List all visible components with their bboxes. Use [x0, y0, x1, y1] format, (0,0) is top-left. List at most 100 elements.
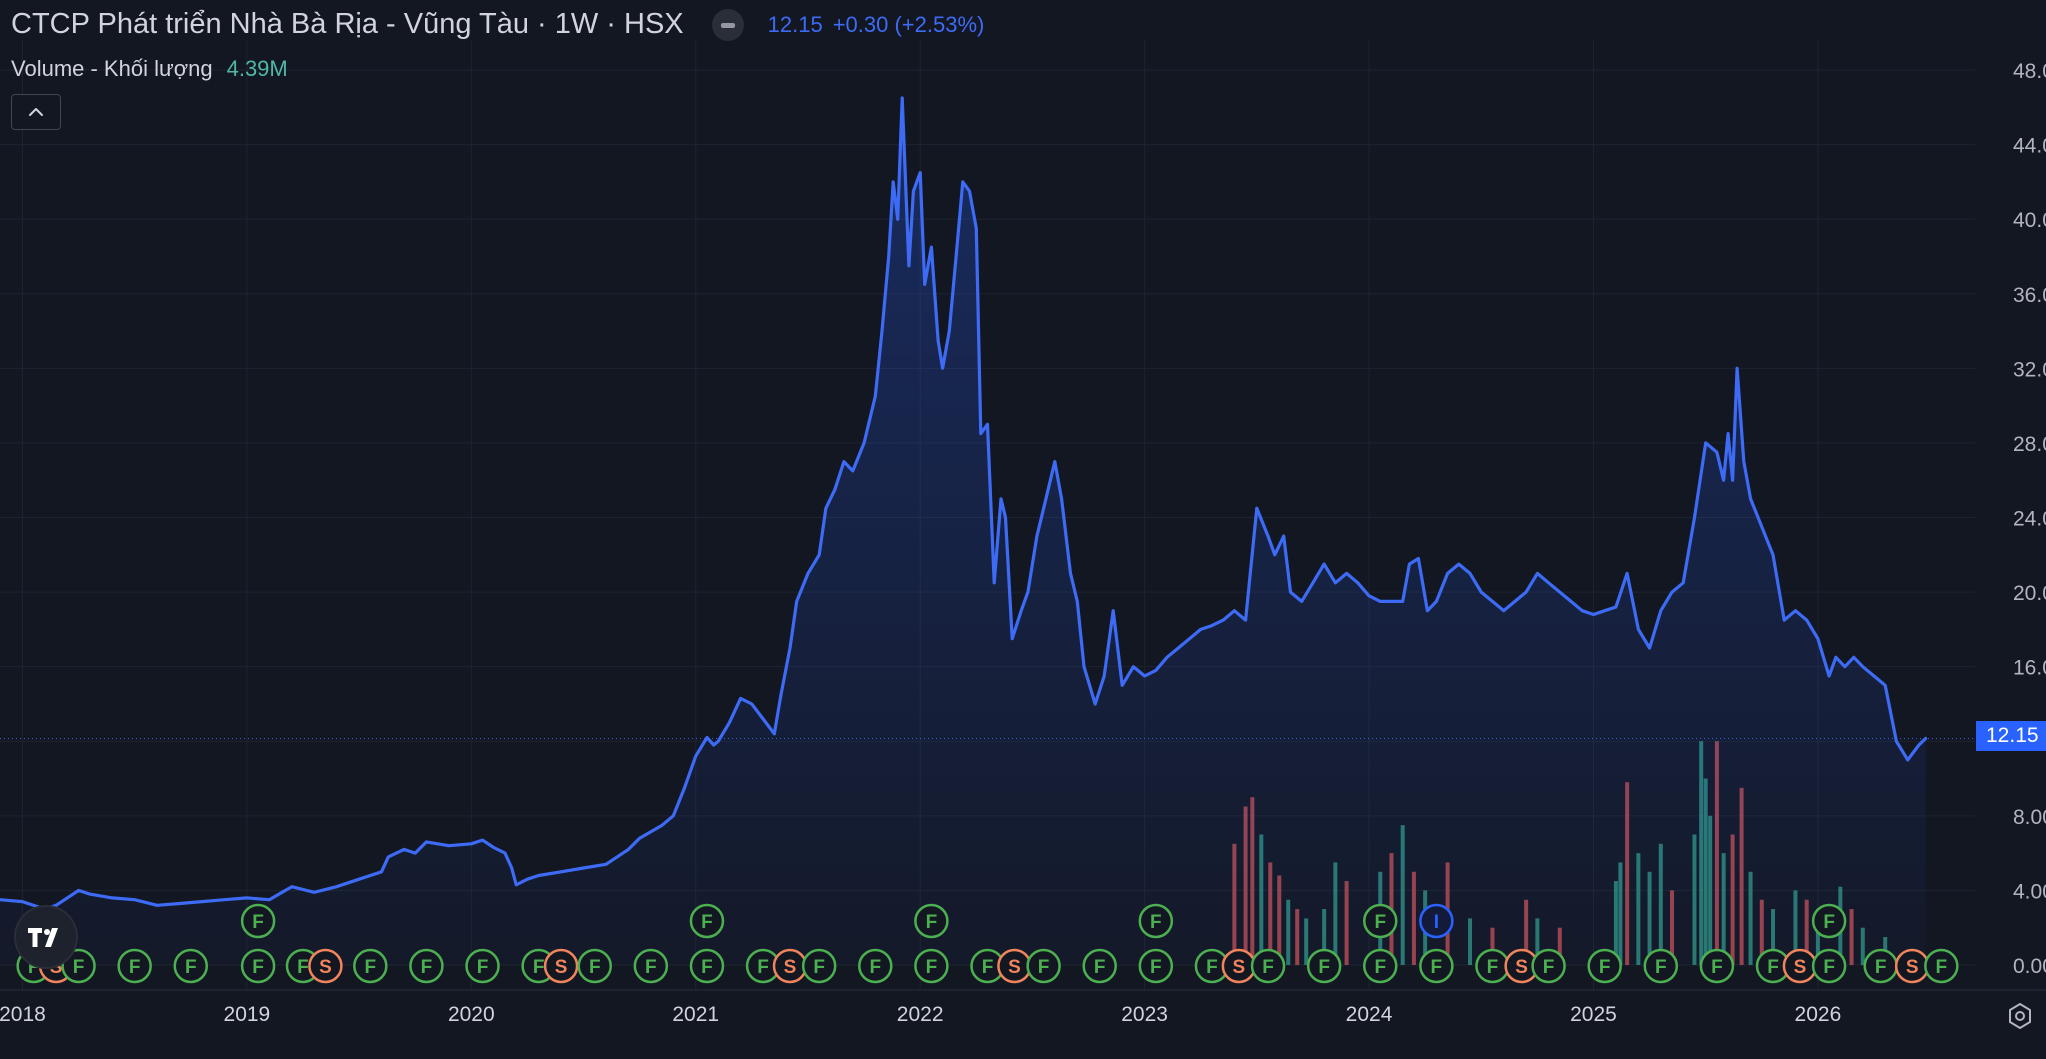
- event-label: F: [1318, 957, 1330, 978]
- event-label: S: [1906, 957, 1919, 978]
- hide-series-icon[interactable]: [711, 8, 744, 41]
- symbol-legend: CTCP Phát triển Nhà Bà Rịa - Vũng Tàu · …: [11, 8, 984, 41]
- event-circle: [858, 948, 893, 984]
- event-label: F: [1374, 912, 1386, 933]
- event-markers[interactable]: F S F F F FFF S F F F F S F F FFF S F F FFF S F F FFF S F F FF IF F S…: [16, 903, 1959, 984]
- event-label: F: [1936, 957, 1948, 978]
- event-marker-earnings[interactable]: F: [914, 948, 949, 984]
- volume-value: 4.39M: [226, 56, 288, 81]
- event-marker-earnings[interactable]: F: [1082, 948, 1117, 984]
- y-tick-label: 44.00: [2013, 135, 2046, 158]
- gear-icon: [2009, 1003, 2031, 1029]
- event-marker-earnings[interactable]: F: [117, 948, 152, 984]
- event-marker-split[interactable]: S: [308, 948, 343, 984]
- collapse-legend-button[interactable]: [11, 94, 61, 130]
- event-marker-earnings[interactable]: F: [1419, 948, 1454, 984]
- event-marker-earnings[interactable]: F: [1138, 948, 1174, 984]
- event-marker-earnings[interactable]: F: [1531, 948, 1566, 984]
- event-marker-earnings[interactable]: F: [1811, 903, 1847, 939]
- event-marker-earnings[interactable]: F: [173, 948, 209, 984]
- event-label: F: [982, 957, 994, 978]
- event-marker-earnings[interactable]: F: [633, 948, 669, 984]
- event-label: F: [477, 957, 489, 978]
- event-marker-earnings[interactable]: F: [1138, 903, 1174, 939]
- event-label: S: [1794, 957, 1807, 978]
- event-marker-earnings[interactable]: F: [689, 948, 725, 984]
- event-marker-earnings[interactable]: F: [1363, 903, 1398, 939]
- event-label: F: [813, 957, 825, 978]
- event-label: F: [926, 912, 938, 933]
- event-marker-earnings[interactable]: F: [61, 948, 96, 984]
- y-tick-label: 8.00: [2013, 806, 2046, 829]
- event-circle: [1643, 948, 1679, 984]
- event-label: F: [1487, 957, 1499, 978]
- event-marker-earnings[interactable]: F: [914, 903, 949, 939]
- event-marker-earnings[interactable]: F: [1250, 948, 1286, 984]
- event-label: S: [1233, 957, 1246, 978]
- event-marker-earnings[interactable]: F: [353, 948, 388, 984]
- y-tick-label: 20.00: [2013, 582, 2046, 605]
- x-tick-label: 2026: [1795, 1003, 1842, 1026]
- event-marker-split[interactable]: S: [1221, 948, 1257, 984]
- event-marker-earnings[interactable]: F: [801, 948, 837, 984]
- event-label: F: [1431, 957, 1443, 978]
- event-label: F: [28, 957, 40, 978]
- event-label: F: [185, 957, 197, 978]
- event-circle: [801, 948, 837, 984]
- y-tick-label: 48.00: [2013, 60, 2046, 83]
- event-circle: [914, 948, 949, 984]
- event-marker-earnings[interactable]: F: [1643, 948, 1679, 984]
- event-marker-earnings[interactable]: F: [1363, 948, 1398, 984]
- event-label: F: [129, 957, 141, 978]
- tradingview-logo-icon[interactable]: [16, 907, 76, 967]
- event-marker-info[interactable]: I: [1419, 903, 1454, 939]
- event-marker-split[interactable]: S: [543, 948, 579, 984]
- event-marker-earnings[interactable]: F: [689, 903, 725, 939]
- event-marker-earnings[interactable]: F: [465, 948, 500, 984]
- event-marker-split[interactable]: S: [772, 948, 808, 984]
- event-label: F: [1150, 957, 1162, 978]
- x-tick-label: 2018: [0, 1003, 46, 1026]
- event-marker-earnings[interactable]: F: [1924, 948, 1959, 984]
- event-marker-split[interactable]: S: [1894, 948, 1930, 984]
- event-marker-earnings[interactable]: F: [240, 948, 276, 984]
- event-circle: [689, 948, 725, 984]
- event-marker-earnings[interactable]: F: [409, 948, 444, 984]
- event-circle: [1363, 948, 1398, 984]
- price-axis[interactable]: 48.00 44.00 40.00 36.00 32.00 28.00 24.00 20.00…: [2013, 60, 2046, 978]
- price-line: [0, 96, 1928, 911]
- event-label: I: [1434, 912, 1439, 933]
- event-circle: [1138, 903, 1174, 939]
- event-marker-earnings[interactable]: F: [858, 948, 893, 984]
- event-marker-earnings[interactable]: F: [1475, 948, 1510, 984]
- event-label: F: [1767, 957, 1779, 978]
- event-marker-split[interactable]: S: [1504, 948, 1539, 984]
- event-marker-split[interactable]: S: [997, 948, 1032, 984]
- event-marker-earnings[interactable]: F: [1026, 948, 1061, 984]
- event-label: F: [1823, 912, 1835, 933]
- x-tick-label: 2023: [1121, 1003, 1168, 1026]
- event-circle: [1924, 948, 1959, 984]
- time-axis[interactable]: 2018 2019 2020 2021 2022 2023 2024 2025 2026: [0, 989, 2046, 1026]
- event-marker-earnings[interactable]: F: [1863, 948, 1898, 984]
- event-marker-earnings[interactable]: F: [1587, 948, 1622, 984]
- event-marker-earnings[interactable]: F: [577, 948, 612, 984]
- event-marker-split[interactable]: S: [1782, 948, 1818, 984]
- y-tick-label: 28.00: [2013, 433, 2046, 456]
- event-label: F: [645, 957, 657, 978]
- y-tick-label: 0.00: [2013, 955, 2046, 978]
- event-circle: [465, 948, 500, 984]
- event-marker-earnings[interactable]: F: [1306, 948, 1342, 984]
- event-circle: [543, 948, 579, 984]
- chart-settings-button[interactable]: [2004, 1000, 2036, 1032]
- event-marker-earnings[interactable]: F: [1811, 948, 1847, 984]
- event-circle: [633, 948, 669, 984]
- event-marker-earnings[interactable]: F: [240, 903, 276, 939]
- event-label: S: [319, 957, 332, 978]
- event-label: F: [1543, 957, 1555, 978]
- event-circle: [1363, 903, 1398, 939]
- price-series: [0, 96, 1928, 965]
- event-marker-earnings[interactable]: F: [1699, 948, 1735, 984]
- event-label: F: [1599, 957, 1611, 978]
